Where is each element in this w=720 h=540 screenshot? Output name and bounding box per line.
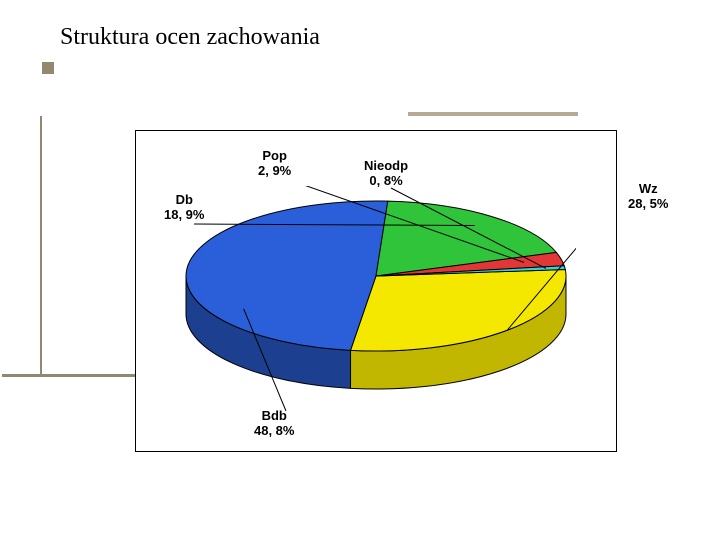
- label-wz: Wz28, 5%: [628, 182, 668, 212]
- label-bdb: Bdb48, 8%: [254, 409, 294, 439]
- pie-svg: [176, 186, 576, 426]
- page-title: Struktura ocen zachowania: [60, 24, 320, 51]
- divider-top-light: [408, 112, 578, 116]
- pie-chart: Pop2, 9% Nieodp0, 8% Db18, 9% Bdb48, 8%: [135, 130, 617, 452]
- label-db: Db18, 9%: [164, 193, 204, 223]
- label-pop: Pop2, 9%: [258, 149, 291, 179]
- label-nieodp: Nieodp0, 8%: [364, 159, 408, 189]
- divider-vertical: [40, 116, 42, 376]
- decor-square: [42, 62, 54, 74]
